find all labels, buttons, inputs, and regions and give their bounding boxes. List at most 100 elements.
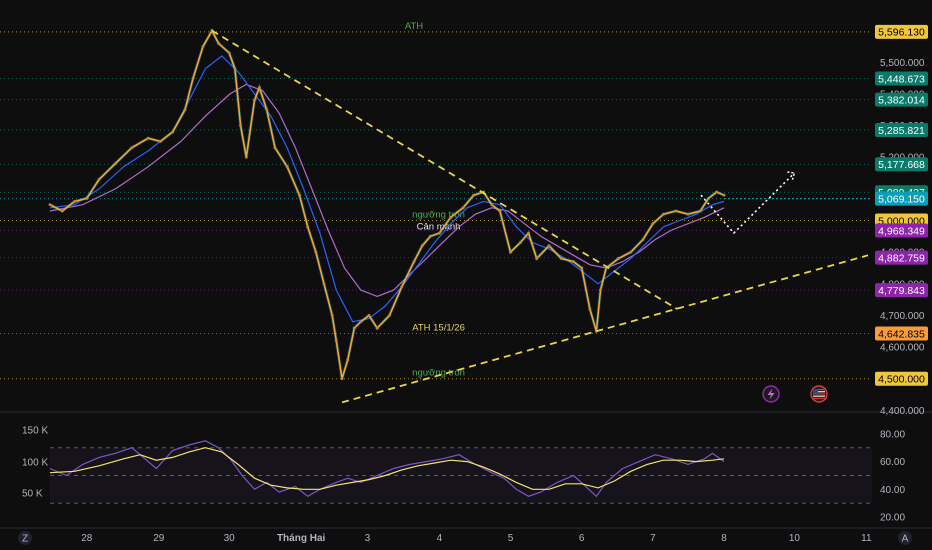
price-point[interactable] <box>298 193 301 197</box>
price-point[interactable] <box>617 257 620 260</box>
price-point[interactable] <box>599 288 602 292</box>
price-point[interactable] <box>191 76 195 80</box>
price-tag[interactable] <box>875 123 928 138</box>
price-point[interactable] <box>547 244 551 248</box>
price-point[interactable] <box>588 307 592 311</box>
price-point[interactable] <box>233 67 237 71</box>
price-point[interactable] <box>314 250 318 254</box>
price-tag[interactable] <box>875 71 928 86</box>
price-point[interactable] <box>686 212 690 216</box>
price-point[interactable] <box>201 45 205 48</box>
price-point[interactable] <box>629 250 633 254</box>
price-point[interactable] <box>183 108 187 112</box>
price-point[interactable] <box>527 231 530 235</box>
descending-resistance-trendline[interactable] <box>211 29 678 310</box>
price-point[interactable] <box>60 209 64 213</box>
price-point[interactable] <box>715 190 719 194</box>
price-point[interactable] <box>572 260 575 264</box>
price-tag[interactable] <box>875 24 928 39</box>
price-point[interactable] <box>461 206 465 210</box>
price-point[interactable] <box>239 124 242 127</box>
price-point[interactable] <box>509 250 512 254</box>
event-icons[interactable] <box>762 385 828 403</box>
price-point[interactable] <box>420 244 424 248</box>
price-tag-label: 4,500.000 <box>878 373 925 385</box>
us-flag-icon[interactable] <box>810 385 828 403</box>
price-point[interactable] <box>73 200 76 203</box>
price-point[interactable] <box>449 215 453 219</box>
price-point[interactable] <box>651 222 655 226</box>
auto-scale-button[interactable] <box>898 531 912 545</box>
price-tag[interactable] <box>875 250 928 265</box>
price-point[interactable] <box>130 146 134 150</box>
price-point[interactable] <box>159 139 162 143</box>
price-tag[interactable] <box>875 191 928 206</box>
price-point[interactable] <box>217 41 220 45</box>
price-point[interactable] <box>498 209 502 213</box>
price-point[interactable] <box>388 314 391 317</box>
oscillator-pane[interactable]: 80.00 60.00 40.00 20.00 150 K 100 K 50 K <box>0 411 932 524</box>
price-tag[interactable] <box>875 326 928 341</box>
price-point[interactable] <box>428 234 432 238</box>
price-point[interactable] <box>85 196 89 200</box>
price-point[interactable] <box>285 165 289 169</box>
price-point[interactable] <box>340 377 344 381</box>
price-point[interactable] <box>352 326 356 330</box>
timezone-button[interactable] <box>18 531 32 545</box>
trendlines[interactable] <box>211 29 869 404</box>
price-point[interactable] <box>580 266 584 270</box>
price-point[interactable] <box>253 98 256 102</box>
level-label: ATH <box>405 21 423 32</box>
price-point[interactable] <box>114 162 117 165</box>
price-point[interactable] <box>674 209 678 213</box>
forecast-path[interactable] <box>700 172 795 235</box>
price-point[interactable] <box>258 86 261 90</box>
price-point[interactable] <box>641 238 645 241</box>
price-point[interactable] <box>359 320 363 324</box>
price-point[interactable] <box>48 203 52 207</box>
price-point[interactable] <box>490 203 494 207</box>
rsi-line[interactable] <box>49 440 725 498</box>
price-point[interactable] <box>472 193 476 197</box>
price-point[interactable] <box>535 257 539 260</box>
price-point[interactable] <box>412 260 416 264</box>
price-point[interactable] <box>265 108 269 112</box>
price-point[interactable] <box>437 231 441 235</box>
price-point[interactable] <box>97 177 101 181</box>
price-series[interactable] <box>48 27 872 381</box>
price-point[interactable] <box>244 155 248 159</box>
oscillator-tick-label: 60.00 <box>880 457 905 468</box>
rsi-ma-line[interactable] <box>49 447 725 490</box>
price-point[interactable] <box>559 257 563 260</box>
price-point[interactable] <box>330 314 334 317</box>
price-point[interactable] <box>367 314 371 317</box>
price-tag[interactable] <box>875 371 928 386</box>
price-tag[interactable] <box>875 223 928 238</box>
price-tick-label: 5,500.000 <box>880 58 925 69</box>
price-point[interactable] <box>146 136 150 140</box>
price-point[interactable] <box>346 358 350 362</box>
price-point[interactable] <box>171 130 175 134</box>
price-point[interactable] <box>322 282 326 286</box>
price-point[interactable] <box>375 326 379 330</box>
price-point[interactable] <box>334 339 338 343</box>
price-point[interactable] <box>707 196 710 200</box>
price-point[interactable] <box>273 146 277 150</box>
lightning-icon[interactable] <box>762 385 780 403</box>
price-tag[interactable] <box>875 283 928 298</box>
price-axis[interactable]: 5,500.0005,400.0005,300.0005,200.0005,10… <box>875 24 928 417</box>
price-point[interactable] <box>227 51 231 55</box>
price-point[interactable] <box>722 193 726 197</box>
level-label-secondary: Cản mạnh <box>417 221 461 232</box>
time-axis[interactable]: 28 29 30 Tháng Hai 3 4 5 6 7 8 10 11 Z A <box>0 527 932 545</box>
price-point[interactable] <box>518 241 522 245</box>
price-tag[interactable] <box>875 157 928 172</box>
price-point[interactable] <box>306 225 310 229</box>
price-point[interactable] <box>400 285 404 289</box>
price-point[interactable] <box>698 209 702 213</box>
time-axis-label: 29 <box>153 533 165 544</box>
price-tag[interactable] <box>875 92 928 107</box>
price-point[interactable] <box>662 212 665 216</box>
price-tag-label: 4,968.349 <box>878 225 925 237</box>
